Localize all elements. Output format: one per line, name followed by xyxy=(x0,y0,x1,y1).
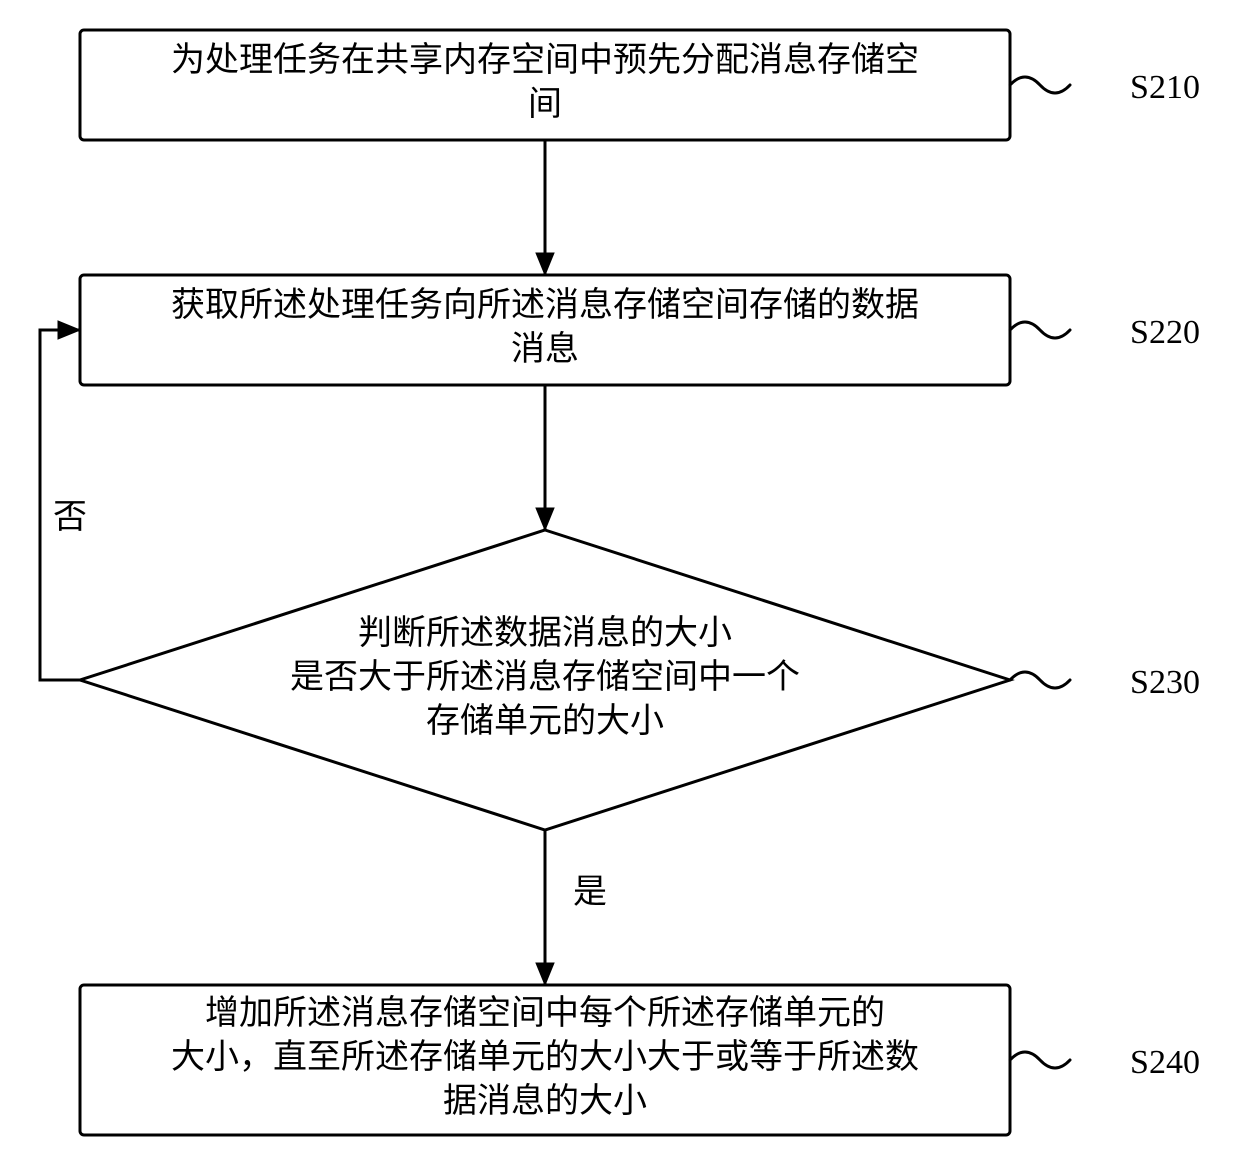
arrowhead xyxy=(536,963,554,985)
svg-text:消息: 消息 xyxy=(511,330,579,368)
tilde-connector xyxy=(1010,1052,1070,1068)
svg-text:大小，直至所述存储单元的大小大于或等于所述数: 大小，直至所述存储单元的大小大于或等于所述数 xyxy=(171,1038,919,1076)
edge-label: 是 xyxy=(573,874,607,911)
step-label-s230: S230 xyxy=(1130,664,1200,701)
svg-text:是否大于所述消息存储空间中一个: 是否大于所述消息存储空间中一个 xyxy=(290,658,800,696)
svg-text:获取所述处理任务向所述消息存储空间存储的数据: 获取所述处理任务向所述消息存储空间存储的数据 xyxy=(171,286,919,324)
edge-label: 否 xyxy=(53,499,87,536)
arrowhead xyxy=(58,321,80,339)
svg-text:存储单元的大小: 存储单元的大小 xyxy=(426,702,664,740)
step-label-s240: S240 xyxy=(1130,1044,1200,1081)
arrowhead xyxy=(536,508,554,530)
svg-text:增加所述消息存储空间中每个所述存储单元的: 增加所述消息存储空间中每个所述存储单元的 xyxy=(205,994,885,1032)
tilde-connector xyxy=(1010,322,1070,338)
svg-text:判断所述数据消息的大小: 判断所述数据消息的大小 xyxy=(358,614,732,652)
svg-text:据消息的大小: 据消息的大小 xyxy=(443,1082,647,1120)
svg-text:间: 间 xyxy=(528,86,562,123)
arrowhead xyxy=(536,253,554,275)
svg-text:为处理任务在共享内存空间中预先分配消息存储空: 为处理任务在共享内存空间中预先分配消息存储空 xyxy=(171,41,919,79)
step-label-s220: S220 xyxy=(1130,314,1200,351)
tilde-connector xyxy=(1010,77,1070,93)
tilde-connector xyxy=(1010,672,1070,688)
step-label-s210: S210 xyxy=(1130,69,1200,106)
